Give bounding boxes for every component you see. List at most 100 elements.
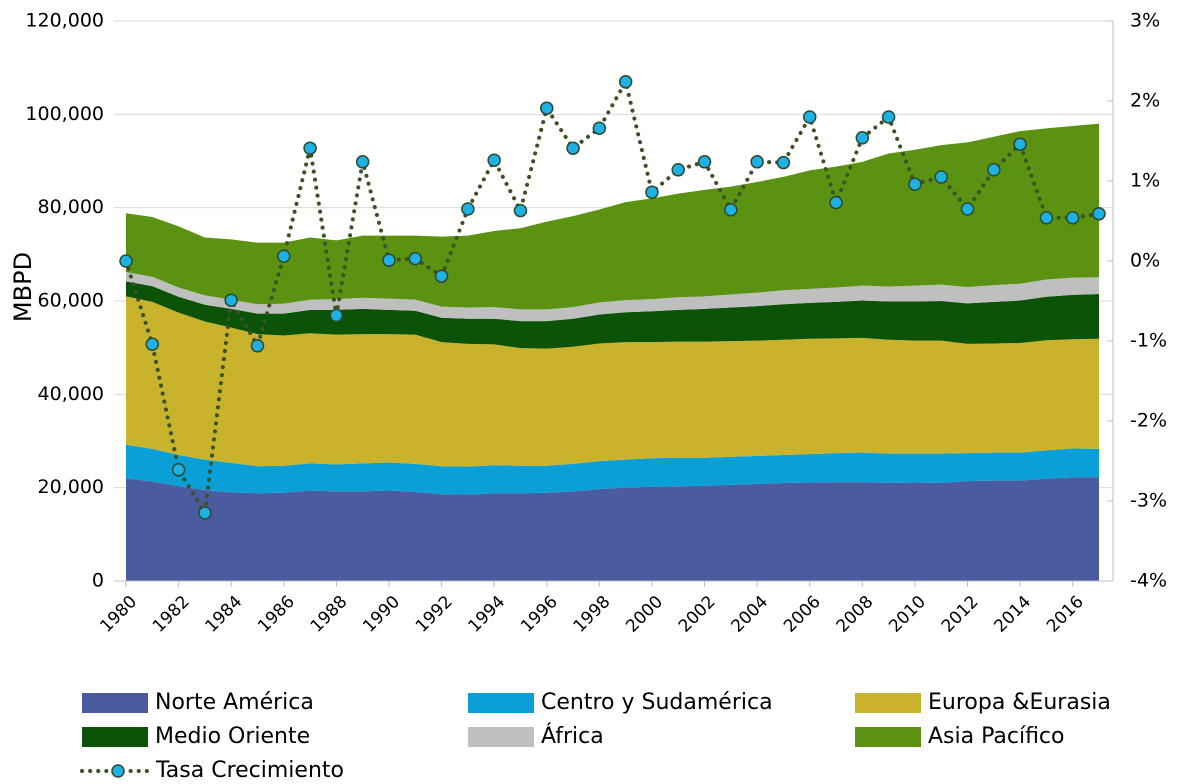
y-tick-label: 40,000: [38, 383, 104, 405]
x-tick-label: 1998: [570, 592, 615, 637]
y2-tick-label: 1%: [1130, 170, 1160, 192]
line-marker: [829, 195, 843, 210]
legend-swatch: [82, 693, 148, 713]
area: [126, 296, 1099, 467]
area: [126, 123, 1099, 310]
y2-tick-label: -2%: [1130, 410, 1167, 432]
x-tick-label: 1996: [517, 592, 562, 637]
legend-item: Norte América: [82, 690, 314, 715]
y2-tick-label: -3%: [1130, 490, 1167, 512]
x-tick-label: 1986: [254, 592, 299, 637]
line-marker: [724, 203, 738, 217]
legend-item: Asia Pacífico: [855, 724, 1064, 749]
y2-tick-label: 3%: [1130, 10, 1160, 32]
x-tick-label: 1992: [412, 592, 457, 637]
line-marker: [592, 121, 607, 135]
x-tick-label: 2000: [622, 592, 667, 637]
line-marker: [645, 185, 659, 199]
legend-label: Europa &Eurasia: [928, 690, 1111, 715]
line-layer: [119, 75, 1106, 520]
y-tick-label: 20,000: [38, 476, 104, 498]
x-tick-label: 1982: [149, 592, 194, 637]
x-tick-label: 1984: [202, 592, 247, 637]
x-tick-label: 2008: [833, 592, 878, 637]
x-tick-label: 1988: [307, 592, 352, 637]
line-marker: [303, 141, 317, 155]
y-tick-label: 100,000: [25, 103, 104, 125]
x-tick-label: 2012: [938, 592, 983, 637]
legend-label: Asia Pacífico: [928, 724, 1064, 749]
y-axis-label: MBPD: [9, 252, 37, 322]
x-tick-label: 2006: [780, 592, 825, 637]
line-marker: [671, 163, 685, 177]
line-marker: [1092, 207, 1106, 221]
line-marker: [1039, 211, 1054, 225]
line-marker: [881, 110, 896, 124]
line-marker: [224, 293, 238, 307]
line-marker: [487, 153, 501, 167]
areas: [126, 123, 1099, 581]
y-tick-label: 60,000: [38, 290, 104, 312]
legend-label: Medio Oriente: [155, 724, 310, 749]
line-marker: [1065, 211, 1080, 225]
line-marker: [697, 155, 712, 169]
y-tick-label: 120,000: [25, 10, 104, 32]
x-tick-label: 1980: [96, 592, 141, 637]
legend-swatch: [855, 693, 921, 713]
y-tick-label: 0: [92, 570, 104, 592]
line-marker: [776, 155, 791, 170]
line-marker: [855, 131, 870, 145]
line-marker: [145, 337, 160, 351]
x-tick-label: 2014: [990, 592, 1035, 637]
line-marker: [250, 339, 265, 353]
legend-label: Tasa Crecimiento: [155, 758, 344, 783]
area: [126, 281, 1099, 349]
x-tick-label: 1994: [464, 592, 509, 637]
legend-item: Europa &Eurasia: [855, 690, 1111, 715]
legend-swatch: [82, 727, 148, 747]
legend-swatch: [855, 727, 921, 747]
area: [126, 272, 1099, 322]
legend-label: África: [541, 723, 604, 749]
line-marker: [934, 170, 948, 184]
area: [126, 477, 1099, 581]
line-marker: [171, 463, 186, 477]
line-marker: [329, 308, 344, 323]
x-tick-label: 2004: [727, 592, 772, 637]
line-marker: [750, 155, 764, 169]
legend-swatch: [468, 693, 534, 713]
line-marker: [513, 203, 528, 218]
line-marker: [355, 155, 370, 169]
line-marker: [987, 163, 1001, 177]
line-marker: [408, 251, 423, 266]
line-marker: [540, 101, 554, 115]
line-marker: [802, 110, 817, 124]
line-marker: [1013, 137, 1027, 151]
legend-marker: [111, 764, 125, 778]
line-marker: [908, 177, 922, 191]
y2-tick-label: 2%: [1130, 90, 1160, 112]
x-tick-label: 2016: [1043, 592, 1088, 637]
line-marker: [566, 141, 580, 155]
legend-label: Centro y Sudamérica: [541, 690, 773, 715]
y2-tick-label: -4%: [1130, 570, 1167, 592]
legend-item: Centro y Sudamérica: [468, 690, 773, 715]
line-marker: [198, 506, 212, 520]
line-marker: [461, 202, 475, 216]
area: [126, 444, 1099, 495]
legend-item: África: [468, 723, 604, 749]
line-marker: [277, 249, 291, 263]
y2-tick-label: -1%: [1130, 330, 1167, 352]
line-marker: [119, 254, 133, 268]
legend-swatch: [468, 727, 534, 747]
line-marker: [434, 269, 449, 283]
y2-tick-label: 0%: [1130, 250, 1160, 272]
line-marker: [382, 253, 396, 267]
x-tick-label: 2002: [675, 592, 720, 637]
y-tick-label: 80,000: [38, 196, 104, 218]
legend-item: Medio Oriente: [82, 724, 310, 749]
line-marker: [618, 75, 633, 89]
legend-item: Tasa Crecimiento: [80, 758, 344, 783]
